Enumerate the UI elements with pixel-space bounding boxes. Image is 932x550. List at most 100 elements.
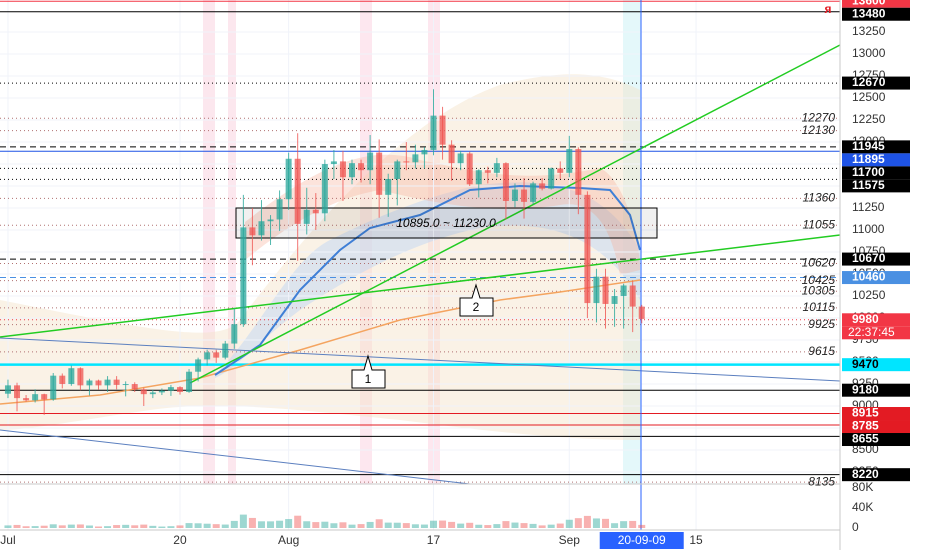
- level-value: 9180: [852, 382, 879, 396]
- level-value: 12670: [852, 75, 886, 89]
- candle-body: [602, 276, 609, 304]
- volume-bar: [457, 523, 465, 528]
- candle-body: [23, 398, 30, 401]
- level-box: [842, 179, 910, 193]
- level-value: 13480: [852, 6, 886, 20]
- level-box: [842, 313, 910, 327]
- volume-bar: [212, 524, 220, 528]
- candle-body: [294, 158, 301, 224]
- level-box: [842, 153, 910, 167]
- candle-body: [575, 149, 582, 195]
- candle-body: [511, 189, 518, 201]
- x-tick-label: 17: [427, 533, 441, 547]
- candles: [4, 89, 645, 415]
- level-box: [842, 271, 910, 285]
- volume-bar: [158, 526, 166, 528]
- level-box: [842, 358, 910, 372]
- level-value: 11895: [852, 152, 885, 166]
- level-label: 10305: [802, 283, 836, 297]
- level-label: 9615: [808, 344, 835, 358]
- volume-bar: [176, 525, 184, 528]
- candle-body: [466, 153, 473, 185]
- trend-line: [189, 44, 841, 384]
- x-tick-label: 20: [173, 533, 187, 547]
- volume-bar: [330, 523, 338, 528]
- volume-bar: [67, 524, 75, 528]
- volume-bar: [384, 522, 392, 528]
- volume-bar: [484, 525, 492, 528]
- level-value: 10670: [852, 251, 886, 265]
- volume-bar: [140, 524, 148, 528]
- candle-body: [303, 209, 310, 224]
- candle-body: [50, 375, 57, 400]
- candle-body: [484, 170, 491, 173]
- candle-body: [321, 164, 328, 214]
- trend-line: [0, 337, 841, 382]
- candle-body: [32, 394, 39, 401]
- volume-bar: [267, 521, 275, 528]
- axis-labels: 8250850087509000925095009750100001025010…: [802, 0, 910, 488]
- candle-body: [258, 221, 265, 236]
- volume-bar: [420, 524, 428, 528]
- volume-bar: [592, 518, 600, 528]
- grid: [0, 0, 840, 530]
- candle-body: [213, 352, 220, 358]
- volume-bar: [375, 519, 383, 528]
- level-label: 10425: [802, 273, 836, 287]
- levels: [0, 0, 840, 483]
- candle-body: [457, 153, 464, 164]
- candle-body: [104, 379, 111, 386]
- candle-body: [41, 394, 48, 400]
- volume-tick-label: 0: [852, 520, 859, 534]
- candle-body: [176, 387, 183, 392]
- volume-bar: [475, 524, 483, 528]
- candle-body: [421, 149, 428, 155]
- volume-bar: [429, 520, 437, 528]
- volume-bar: [402, 523, 410, 528]
- candle-body: [195, 359, 202, 372]
- volume-bar: [393, 522, 401, 528]
- candle-body: [68, 368, 75, 385]
- volume-bar: [466, 522, 474, 528]
- level-value: 11700: [852, 165, 885, 179]
- volume-bar: [357, 524, 365, 528]
- y-tick-label: 10250: [852, 288, 886, 302]
- level-box: [842, 407, 910, 421]
- volume-bar: [113, 525, 121, 528]
- candle-body: [394, 161, 401, 179]
- volume-bar: [538, 525, 546, 528]
- volume-bar: [529, 523, 537, 528]
- level-box: [842, 76, 910, 90]
- volume-bar: [321, 521, 329, 528]
- volume-bar: [276, 520, 284, 528]
- candle-body: [548, 168, 555, 189]
- candle-body: [231, 324, 238, 344]
- cursor-box: [599, 532, 684, 549]
- level-box: [842, 7, 910, 21]
- volume-bar: [520, 523, 528, 528]
- level-label: 10115: [803, 300, 836, 314]
- level-label: 11055: [803, 217, 836, 231]
- candle-body: [167, 387, 174, 391]
- candle-body: [475, 170, 482, 185]
- volume-bar: [22, 526, 30, 528]
- candle-body: [276, 199, 283, 220]
- level-label: 9925: [808, 317, 835, 331]
- candle-body: [412, 154, 419, 163]
- y-tick-label: 12250: [852, 112, 886, 126]
- volume-bar: [185, 523, 193, 528]
- volume-bar: [602, 518, 610, 528]
- range-label: 10895.0 ~ 11230.0: [396, 216, 496, 230]
- volume-bar: [511, 522, 519, 528]
- volume-bar: [203, 523, 211, 528]
- level-value: 13600: [852, 0, 886, 7]
- candle-body: [367, 152, 374, 171]
- highlight: [228, 0, 236, 484]
- candle-body: [593, 276, 600, 304]
- y-tick-label: 13000: [852, 46, 886, 60]
- candle-body: [611, 296, 618, 304]
- volume-bar: [76, 524, 84, 528]
- callout-label: 1: [365, 372, 372, 386]
- volume-bar: [239, 514, 247, 528]
